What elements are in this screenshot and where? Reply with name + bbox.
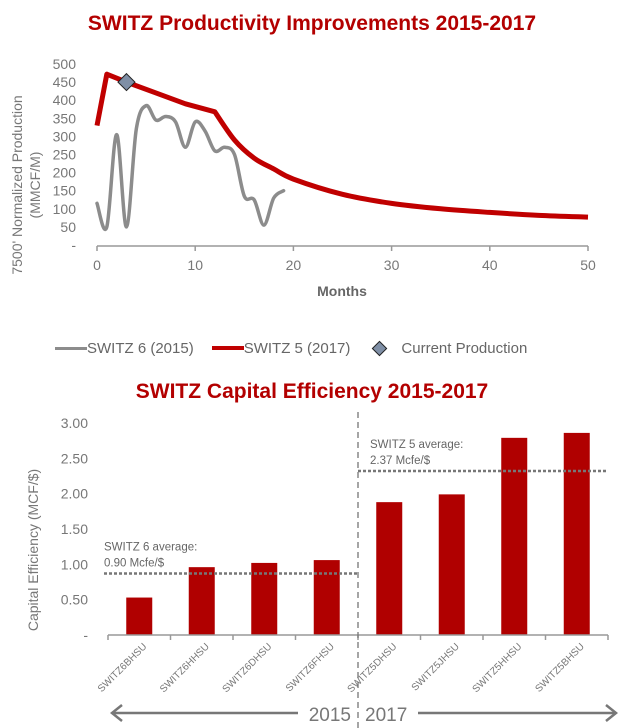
bar-y-tick-label: 1.50 (61, 521, 88, 537)
category-label: SWITZ6FHSU (284, 641, 337, 694)
category-label: SWITZ6BHSU (96, 641, 149, 694)
category-label: SWITZ6DHSU (221, 641, 275, 695)
bar-y-tick-label: 3.00 (61, 415, 88, 431)
x-tick-label: 30 (384, 257, 400, 273)
x-axis-title: Months (317, 283, 367, 299)
right-arrowhead-icon (605, 704, 619, 722)
y-tick-label: 500 (53, 56, 77, 72)
legend-label-current-production: Current Production (401, 339, 528, 357)
bar-y-axis-title: Capital Efficiency (MCF/$) (25, 469, 41, 631)
legend-swatch-switz6 (55, 346, 87, 350)
y-tick-label: 200 (53, 165, 77, 181)
y-tick-label: 50 (60, 219, 76, 235)
category-label: SWITZ5HHSU (471, 641, 525, 695)
bar-switz6dhsu (251, 562, 278, 635)
x-tick-label: 10 (187, 257, 203, 273)
bar-switz5dhsu (376, 502, 403, 635)
x-tick-label: 20 (286, 257, 302, 273)
y-tick-label: 350 (53, 110, 77, 126)
bar-switz6fhsu (313, 560, 340, 635)
bar-switz5jhsu (438, 494, 465, 635)
bar-switz5hhsu (501, 437, 528, 635)
average-label-line2: 0.90 Mcfe/$ (104, 558, 165, 570)
x-tick-label: 0 (93, 257, 101, 273)
category-label: SWITZ5JHSU (410, 641, 462, 693)
y-tick-label: - (71, 237, 76, 253)
y-axis-title-line1: 7500' Normalized Production (9, 95, 25, 274)
bar-y-tick-label: 1.00 (61, 556, 88, 572)
legend-item-switz6: SWITZ 6 (2015) (55, 340, 194, 357)
bar-switz5bhsu (563, 432, 590, 635)
series-line-switz5-2017 (94, 71, 589, 220)
average-label-line2: 2.37 Mcfe/$ (370, 455, 431, 467)
y-tick-label: 400 (53, 92, 77, 108)
legend-label-switz5: SWITZ 5 (2017) (243, 339, 351, 357)
legend-swatch-switz5 (211, 346, 244, 350)
left-arrowhead-icon (109, 704, 123, 722)
bar-y-tick-label: 2.00 (61, 486, 88, 502)
bar-switz6bhsu (126, 597, 153, 635)
legend-item-current-production: Current Production (368, 340, 527, 357)
capital-efficiency-bar-chart: Capital Efficiency (MCF/$) - 0.50 1.00 1.50… (25, 412, 619, 728)
productivity-line-chart: 7500' Normalized Production (MMCF/M) - 50… (9, 56, 596, 299)
y-axis-title-line2: (MMCF/M) (27, 152, 43, 219)
category-label: SWITZ6HHSU (158, 641, 212, 695)
line-chart-legend: SWITZ 6 (2015) SWITZ 5 (2017) Current Pr… (55, 337, 545, 359)
group-label-2017: 2017 (365, 705, 407, 726)
diamond-marker-icon (372, 340, 388, 356)
y-tick-label: 150 (53, 183, 77, 199)
bar-y-tick-label: 0.50 (61, 592, 88, 608)
series-line-switz6-2015 (95, 103, 286, 232)
group-label-2015: 2015 (309, 705, 351, 726)
bar-y-tick-label: 2.50 (61, 450, 88, 466)
bar-switz6hhsu (188, 567, 215, 635)
bar-y-tick-label: - (83, 627, 88, 643)
productivity-chart-title: SWITZ Productivity Improvements 2015-201… (87, 12, 537, 35)
average-label-line1: SWITZ 5 average: (370, 439, 463, 451)
x-tick-label: 40 (482, 257, 498, 273)
category-label: SWITZ5DHSU (346, 641, 400, 695)
legend-label-switz6: SWITZ 6 (2015) (87, 339, 194, 357)
y-tick-label: 450 (53, 74, 77, 90)
legend-item-switz5: SWITZ 5 (2017) (211, 339, 351, 357)
current-production-marker (117, 72, 136, 92)
y-tick-label: 300 (53, 128, 77, 144)
y-tick-label: 250 (53, 147, 77, 163)
x-tick-label: 50 (580, 257, 596, 273)
category-label: SWITZ5BHSU (534, 641, 587, 694)
y-tick-label: 100 (53, 201, 77, 217)
capital-efficiency-chart-title: SWITZ Capital Efficiency 2015-2017 (135, 380, 489, 403)
average-label-line1: SWITZ 6 average: (104, 542, 197, 554)
